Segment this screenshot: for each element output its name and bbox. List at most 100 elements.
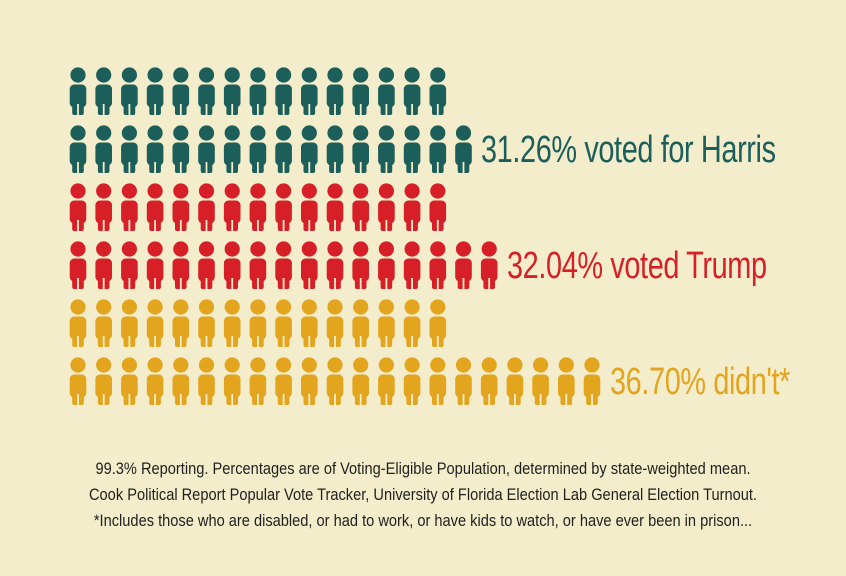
didnt-vote-person-icon (583, 357, 601, 406)
didnt-vote-person-icon (429, 357, 447, 406)
trump-person-icon (352, 241, 369, 290)
didnt-vote-label: 36.70% didn't* (609, 361, 790, 403)
harris-person-icon (301, 67, 318, 116)
harris-person-icon (403, 67, 421, 116)
didnt-vote-person-icon (95, 357, 112, 406)
harris-person-icon (198, 67, 215, 116)
trump-person-icon (455, 241, 472, 290)
harris-person-icon (146, 67, 164, 116)
trump-person-icon (429, 183, 447, 232)
harris-person-icon (223, 67, 241, 116)
didnt-vote-person-icon (121, 357, 138, 406)
didnt-vote-person-icon (223, 299, 241, 348)
didnt-vote-person-icon (352, 357, 369, 406)
didnt-vote-person-icon (429, 299, 447, 348)
trump-person-icon (275, 241, 292, 290)
harris-person-icon (121, 125, 138, 174)
trump-person-icon (249, 241, 267, 290)
harris-person-icon (146, 125, 164, 174)
trump-person-icon (95, 241, 112, 290)
trump-person-icon (249, 183, 267, 232)
harris-person-icon (121, 67, 138, 116)
harris-person-icon (223, 125, 241, 174)
harris-person-icon (95, 67, 112, 116)
trump-person-icon (172, 183, 190, 232)
didnt-vote-person-icon (69, 299, 87, 348)
trump-person-icon (121, 241, 138, 290)
harris-person-icon (275, 67, 292, 116)
trump-person-icon (95, 183, 112, 232)
didnt-vote-person-icon (378, 357, 395, 406)
didnt-vote-person-icon (378, 299, 395, 348)
didnt-vote-person-icon (301, 357, 318, 406)
pictograph-chart (69, 67, 601, 406)
didnt-vote-person-icon (403, 299, 421, 348)
footnote-sources: Cook Political Report Popular Vote Track… (88, 485, 757, 504)
harris-person-icon (326, 125, 344, 174)
didnt-vote-person-icon (172, 357, 190, 406)
didnt-vote-person-icon (480, 357, 498, 406)
didnt-vote-person-icon (69, 357, 87, 406)
trump-person-icon (69, 241, 87, 290)
trump-person-icon (326, 183, 344, 232)
trump-person-icon (275, 183, 292, 232)
harris-person-icon (172, 125, 190, 174)
footnote-reporting: 99.3% Reporting. Percentages are of Voti… (95, 459, 751, 478)
harris-person-icon (275, 125, 292, 174)
harris-person-icon (69, 125, 87, 174)
harris-person-icon (455, 125, 472, 174)
didnt-vote-person-icon (558, 357, 575, 406)
trump-person-icon (223, 183, 241, 232)
didnt-vote-person-icon (121, 299, 138, 348)
trump-person-icon (69, 183, 87, 232)
didnt-vote-person-icon (455, 357, 472, 406)
harris-person-icon (249, 125, 267, 174)
didnt-vote-person-icon (172, 299, 190, 348)
trump-person-icon (378, 183, 395, 232)
harris-person-icon (403, 125, 421, 174)
harris-person-icon (429, 125, 447, 174)
harris-person-icon (429, 67, 447, 116)
didnt-vote-person-icon (326, 299, 344, 348)
trump-person-icon (146, 183, 164, 232)
harris-person-icon (172, 67, 190, 116)
trump-person-icon (198, 241, 215, 290)
didnt-vote-person-icon (249, 357, 267, 406)
trump-person-icon (146, 241, 164, 290)
didnt-vote-person-icon (275, 299, 292, 348)
trump-person-icon (198, 183, 215, 232)
trump-person-icon (172, 241, 190, 290)
harris-label: 31.26% voted for Harris (481, 129, 776, 171)
harris-person-icon (301, 125, 318, 174)
harris-person-icon (352, 125, 369, 174)
trump-person-icon (301, 241, 318, 290)
trump-person-icon (480, 241, 498, 290)
harris-person-icon (378, 125, 395, 174)
didnt-vote-person-icon (403, 357, 421, 406)
didnt-vote-person-icon (146, 299, 164, 348)
didnt-vote-person-icon (198, 357, 215, 406)
harris-person-icon (249, 67, 267, 116)
harris-person-icon (198, 125, 215, 174)
didnt-vote-person-icon (506, 357, 524, 406)
footnote-asterisk: *Includes those who are disabled, or had… (93, 511, 753, 530)
didnt-vote-person-icon (301, 299, 318, 348)
harris-person-icon (326, 67, 344, 116)
didnt-vote-person-icon (95, 299, 112, 348)
harris-person-icon (378, 67, 395, 116)
trump-person-icon (352, 183, 369, 232)
didnt-vote-person-icon (532, 357, 549, 406)
didnt-vote-person-icon (198, 299, 215, 348)
trump-person-icon (378, 241, 395, 290)
trump-person-icon (301, 183, 318, 232)
trump-person-icon (403, 241, 421, 290)
didnt-vote-person-icon (223, 357, 241, 406)
harris-person-icon (352, 67, 369, 116)
footnotes: 99.3% Reporting. Percentages are of Voti… (0, 456, 846, 534)
trump-person-icon (121, 183, 138, 232)
didnt-vote-person-icon (352, 299, 369, 348)
didnt-vote-person-icon (275, 357, 292, 406)
trump-label: 32.04% voted Trump (506, 245, 767, 287)
trump-person-icon (326, 241, 344, 290)
